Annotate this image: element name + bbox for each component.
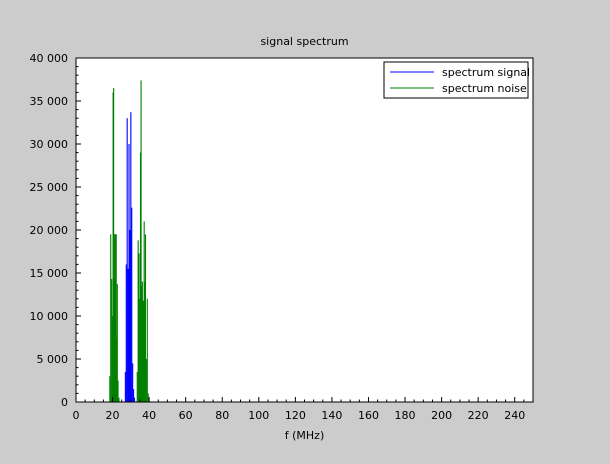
bar bbox=[137, 240, 139, 402]
bar bbox=[110, 234, 112, 402]
x-tick-label: 100 bbox=[248, 409, 269, 422]
bar bbox=[130, 112, 132, 403]
bar bbox=[114, 234, 117, 402]
y-tick-label: 10 000 bbox=[30, 310, 69, 323]
bar bbox=[118, 397, 120, 402]
bar bbox=[133, 397, 136, 402]
bar bbox=[109, 376, 111, 402]
bar bbox=[133, 389, 135, 402]
bar bbox=[145, 359, 147, 402]
x-tick-label: 160 bbox=[358, 409, 379, 422]
bar bbox=[138, 253, 140, 402]
bar bbox=[116, 284, 118, 402]
bar bbox=[131, 207, 133, 402]
bar bbox=[129, 230, 131, 402]
x-tick-label: 80 bbox=[215, 409, 229, 422]
bar bbox=[128, 144, 130, 402]
x-tick-label: 200 bbox=[431, 409, 452, 422]
x-tick-label: 20 bbox=[106, 409, 120, 422]
bar bbox=[132, 363, 134, 402]
x-tick-label: 220 bbox=[468, 409, 489, 422]
bar bbox=[127, 268, 129, 402]
y-tick-label: 15 000 bbox=[30, 267, 69, 280]
x-tick-label: 240 bbox=[504, 409, 525, 422]
legend-label: spectrum signal bbox=[442, 66, 530, 79]
bar bbox=[144, 234, 147, 402]
y-tick-label: 5 000 bbox=[37, 353, 69, 366]
bar bbox=[142, 301, 144, 402]
x-tick-label: 120 bbox=[285, 409, 306, 422]
x-tick-label: 140 bbox=[321, 409, 342, 422]
series-0-bars bbox=[124, 112, 136, 403]
bar bbox=[146, 298, 148, 402]
legend-box bbox=[383, 61, 529, 99]
y-tick-label: 20 000 bbox=[30, 224, 69, 237]
x-axis: 0 20 40 60 80 100 120 140 160 180 200 220 240 bbox=[73, 397, 534, 422]
legend: spectrum signal spectrum noise bbox=[383, 61, 530, 99]
bar bbox=[136, 371, 138, 402]
bar bbox=[115, 234, 117, 402]
bars-layer bbox=[109, 80, 149, 403]
x-tick-label: 180 bbox=[395, 409, 416, 422]
y-tick-label: 35 000 bbox=[30, 95, 69, 108]
chart-title: signal spectrum bbox=[260, 35, 348, 48]
x-tick-label: 60 bbox=[179, 409, 193, 422]
bar bbox=[126, 118, 128, 402]
x-axis-label: f (MHz) bbox=[285, 429, 325, 442]
y-tick-label: 40 000 bbox=[30, 52, 69, 65]
bar bbox=[140, 80, 142, 403]
y-tick-label: 25 000 bbox=[30, 181, 69, 194]
bar bbox=[117, 380, 119, 402]
y-tick-label: 0 bbox=[61, 396, 68, 409]
x-tick-label: 0 bbox=[73, 409, 80, 422]
series-1-bars bbox=[109, 80, 149, 403]
plot-area bbox=[76, 58, 533, 402]
bar bbox=[144, 281, 146, 402]
y-tick-label: 30 000 bbox=[30, 138, 69, 151]
x-tick-label: 40 bbox=[142, 409, 156, 422]
bar bbox=[125, 264, 127, 402]
y-axis: 0 5 000 10 000 15 000 20 000 25 000 30 000 35 0… bbox=[30, 52, 81, 409]
bar bbox=[111, 279, 113, 402]
bar bbox=[147, 393, 149, 402]
legend-label: spectrum noise bbox=[442, 82, 527, 95]
bar bbox=[124, 371, 126, 402]
bar bbox=[113, 88, 115, 402]
